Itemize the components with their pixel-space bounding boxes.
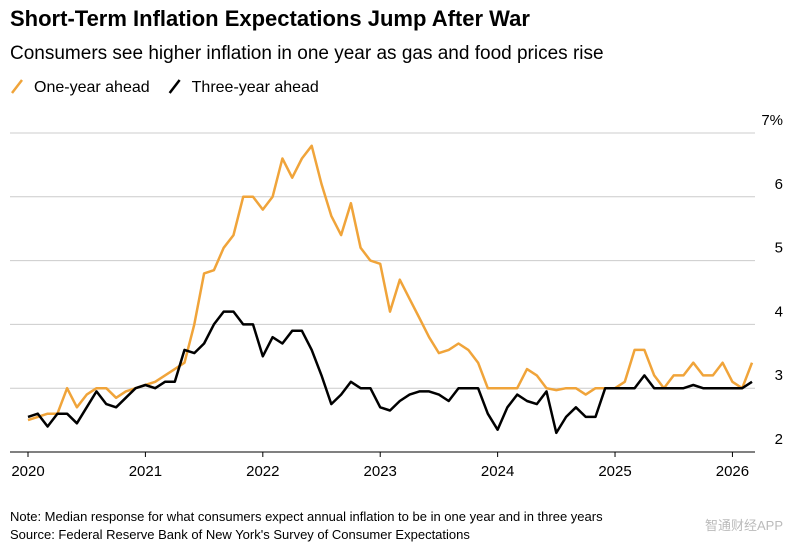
y-tick-label: 5 xyxy=(775,240,783,257)
y-tick-label: 7% xyxy=(761,112,783,129)
legend-swatch xyxy=(168,79,181,94)
x-tick-label: 2025 xyxy=(598,463,631,480)
x-tick-label: 2020 xyxy=(11,463,44,480)
series-line xyxy=(27,310,753,435)
legend-swatch xyxy=(11,79,23,94)
x-tick-label: 2023 xyxy=(364,463,397,480)
y-tick-label: 6 xyxy=(775,176,783,193)
y-tick-label: 4 xyxy=(775,303,783,320)
watermark: 智通财经APP xyxy=(705,518,783,533)
note: Note: Median response for what consumers… xyxy=(10,509,603,524)
series-line xyxy=(27,144,754,422)
y-tick-label: 3 xyxy=(775,367,783,384)
chart-subtitle: Consumers see higher inflation in one ye… xyxy=(10,43,604,64)
x-tick-label: 2021 xyxy=(129,463,162,480)
x-tick-label: 2022 xyxy=(246,463,279,480)
legend-label: Three-year ahead xyxy=(192,79,319,96)
x-tick-label: 2026 xyxy=(716,463,749,480)
chart-title: Short-Term Inflation Expectations Jump A… xyxy=(10,6,530,31)
y-tick-label: 2 xyxy=(775,431,783,448)
legend-label: One-year ahead xyxy=(34,79,150,96)
source: Source: Federal Reserve Bank of New York… xyxy=(10,527,470,542)
x-tick-label: 2024 xyxy=(481,463,514,480)
